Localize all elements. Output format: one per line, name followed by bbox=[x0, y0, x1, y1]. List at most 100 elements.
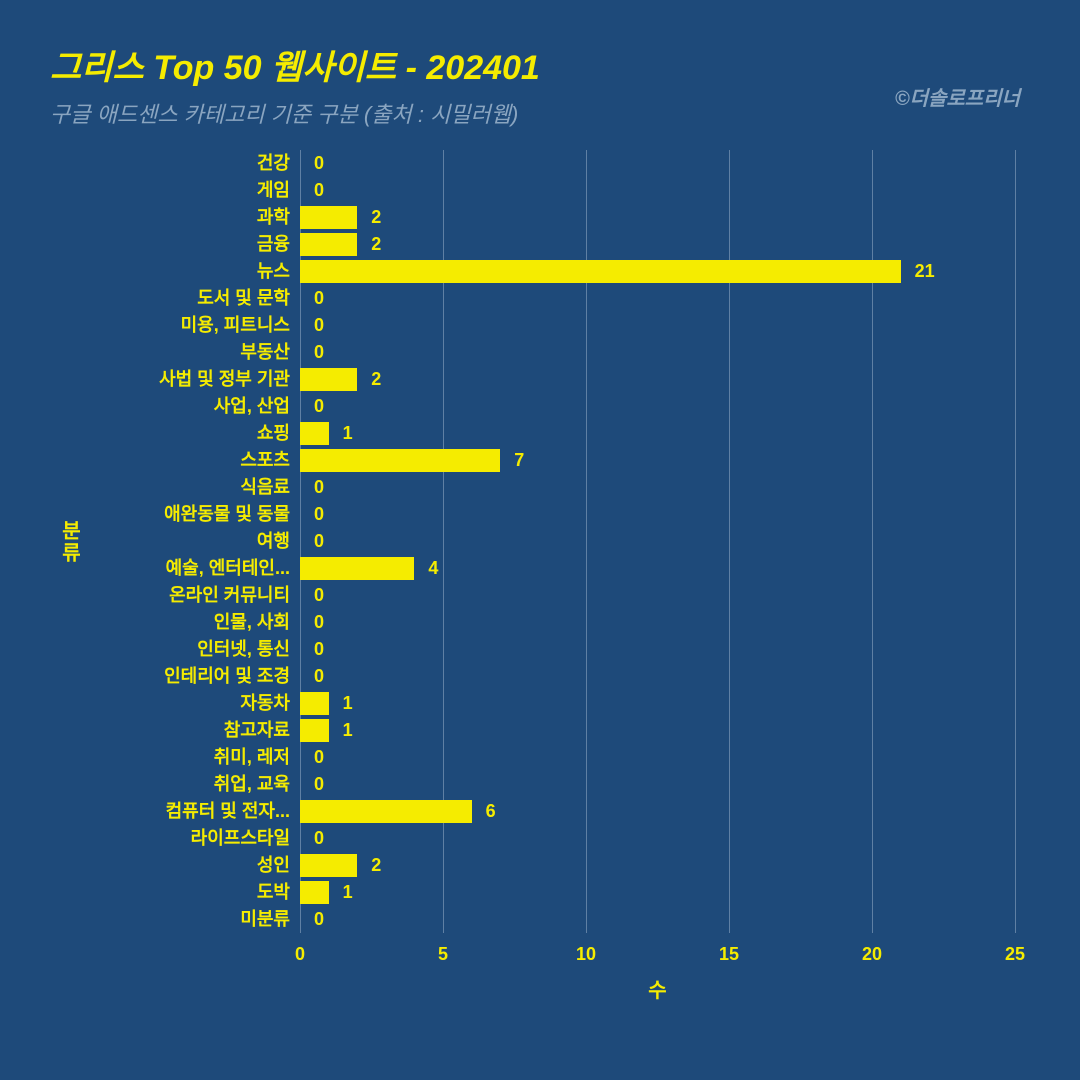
bar-row: 식음료0 bbox=[300, 474, 1015, 501]
category-label: 건강 bbox=[50, 150, 290, 177]
x-tick-label: 5 bbox=[438, 944, 448, 965]
x-tick-label: 20 bbox=[862, 944, 882, 965]
bar bbox=[300, 719, 329, 742]
bar-value-label: 0 bbox=[300, 771, 324, 798]
bar-row: 라이프스타일0 bbox=[300, 825, 1015, 852]
plot-region: 분류 수 0510152025건강0게임0과학2금융2뉴스21도서 및 문학0미… bbox=[300, 150, 1015, 933]
bar-value-label: 0 bbox=[300, 501, 324, 528]
chart-subtitle: 구글 애드센스 카테고리 기준 구분 (출처 : 시밀러웹) bbox=[50, 97, 1030, 129]
category-label: 자동차 bbox=[50, 690, 290, 717]
bar bbox=[300, 557, 414, 580]
bar-row: 인터넷, 통신0 bbox=[300, 636, 1015, 663]
bar-row: 건강0 bbox=[300, 150, 1015, 177]
category-label: 여행 bbox=[50, 528, 290, 555]
bar-value-label: 1 bbox=[329, 879, 353, 906]
bar-value-label: 0 bbox=[300, 906, 324, 933]
bar-value-label: 7 bbox=[500, 447, 524, 474]
category-label: 애완동물 및 동물 bbox=[50, 501, 290, 528]
bar-row: 사업, 산업0 bbox=[300, 393, 1015, 420]
bar-value-label: 0 bbox=[300, 150, 324, 177]
category-label: 인물, 사회 bbox=[50, 609, 290, 636]
category-label: 금융 bbox=[50, 231, 290, 258]
category-label: 취업, 교육 bbox=[50, 771, 290, 798]
bar-value-label: 0 bbox=[300, 393, 324, 420]
bar-row: 쇼핑1 bbox=[300, 420, 1015, 447]
bar-value-label: 0 bbox=[300, 285, 324, 312]
bar-value-label: 0 bbox=[300, 636, 324, 663]
bar bbox=[300, 881, 329, 904]
category-label: 참고자료 bbox=[50, 717, 290, 744]
category-label: 온라인 커뮤니티 bbox=[50, 582, 290, 609]
bar-value-label: 0 bbox=[300, 339, 324, 366]
x-tick-label: 25 bbox=[1005, 944, 1025, 965]
bar-value-label: 0 bbox=[300, 744, 324, 771]
bar-row: 취미, 레저0 bbox=[300, 744, 1015, 771]
bar-row: 취업, 교육0 bbox=[300, 771, 1015, 798]
bar-row: 금융2 bbox=[300, 231, 1015, 258]
category-label: 성인 bbox=[50, 852, 290, 879]
bar bbox=[300, 233, 357, 256]
bar-row: 미분류0 bbox=[300, 906, 1015, 933]
category-label: 도박 bbox=[50, 879, 290, 906]
category-label: 미용, 피트니스 bbox=[50, 312, 290, 339]
bar-value-label: 0 bbox=[300, 528, 324, 555]
category-label: 뉴스 bbox=[50, 258, 290, 285]
bar-row: 미용, 피트니스0 bbox=[300, 312, 1015, 339]
bar-value-label: 1 bbox=[329, 690, 353, 717]
chart-area: 분류 수 0510152025건강0게임0과학2금융2뉴스21도서 및 문학0미… bbox=[50, 150, 1030, 1020]
bar-row: 부동산0 bbox=[300, 339, 1015, 366]
bar-row: 사법 및 정부 기관2 bbox=[300, 366, 1015, 393]
x-tick-label: 15 bbox=[719, 944, 739, 965]
bar-row: 스포츠7 bbox=[300, 447, 1015, 474]
category-label: 부동산 bbox=[50, 339, 290, 366]
bar-row: 도서 및 문학0 bbox=[300, 285, 1015, 312]
category-label: 컴퓨터 및 전자... bbox=[50, 798, 290, 825]
x-axis-title: 수 bbox=[648, 974, 666, 1003]
category-label: 과학 bbox=[50, 204, 290, 231]
bar-value-label: 21 bbox=[901, 258, 935, 285]
chart-title: 그리스 Top 50 웹사이트 - 202401 bbox=[50, 40, 1030, 89]
bar-row: 여행0 bbox=[300, 528, 1015, 555]
category-label: 미분류 bbox=[50, 906, 290, 933]
bar-row: 게임0 bbox=[300, 177, 1015, 204]
x-tick-label: 10 bbox=[576, 944, 596, 965]
bar-row: 예술, 엔터테인...4 bbox=[300, 555, 1015, 582]
bar bbox=[300, 854, 357, 877]
category-label: 사법 및 정부 기관 bbox=[50, 366, 290, 393]
bar bbox=[300, 368, 357, 391]
bar-value-label: 0 bbox=[300, 663, 324, 690]
bar-row: 애완동물 및 동물0 bbox=[300, 501, 1015, 528]
bar bbox=[300, 206, 357, 229]
category-label: 취미, 레저 bbox=[50, 744, 290, 771]
category-label: 게임 bbox=[50, 177, 290, 204]
bar bbox=[300, 692, 329, 715]
bar-value-label: 1 bbox=[329, 717, 353, 744]
category-label: 인테리어 및 조경 bbox=[50, 663, 290, 690]
bar-value-label: 0 bbox=[300, 825, 324, 852]
bar-value-label: 0 bbox=[300, 582, 324, 609]
bar-row: 인물, 사회0 bbox=[300, 609, 1015, 636]
gridline bbox=[1015, 150, 1016, 933]
bar-value-label: 0 bbox=[300, 177, 324, 204]
bar-value-label: 4 bbox=[414, 555, 438, 582]
bar-value-label: 0 bbox=[300, 609, 324, 636]
category-label: 식음료 bbox=[50, 474, 290, 501]
bar-row: 컴퓨터 및 전자...6 bbox=[300, 798, 1015, 825]
bar bbox=[300, 449, 500, 472]
bar-row: 성인2 bbox=[300, 852, 1015, 879]
category-label: 도서 및 문학 bbox=[50, 285, 290, 312]
bar-row: 자동차1 bbox=[300, 690, 1015, 717]
bar-row: 뉴스21 bbox=[300, 258, 1015, 285]
bar-value-label: 0 bbox=[300, 474, 324, 501]
bar bbox=[300, 422, 329, 445]
category-label: 스포츠 bbox=[50, 447, 290, 474]
category-label: 라이프스타일 bbox=[50, 825, 290, 852]
bar-value-label: 1 bbox=[329, 420, 353, 447]
category-label: 쇼핑 bbox=[50, 420, 290, 447]
x-tick-label: 0 bbox=[295, 944, 305, 965]
category-label: 사업, 산업 bbox=[50, 393, 290, 420]
category-label: 인터넷, 통신 bbox=[50, 636, 290, 663]
bar-value-label: 2 bbox=[357, 366, 381, 393]
bar-row: 참고자료1 bbox=[300, 717, 1015, 744]
chart-credit: ©더솔로프리너 bbox=[895, 82, 1020, 111]
